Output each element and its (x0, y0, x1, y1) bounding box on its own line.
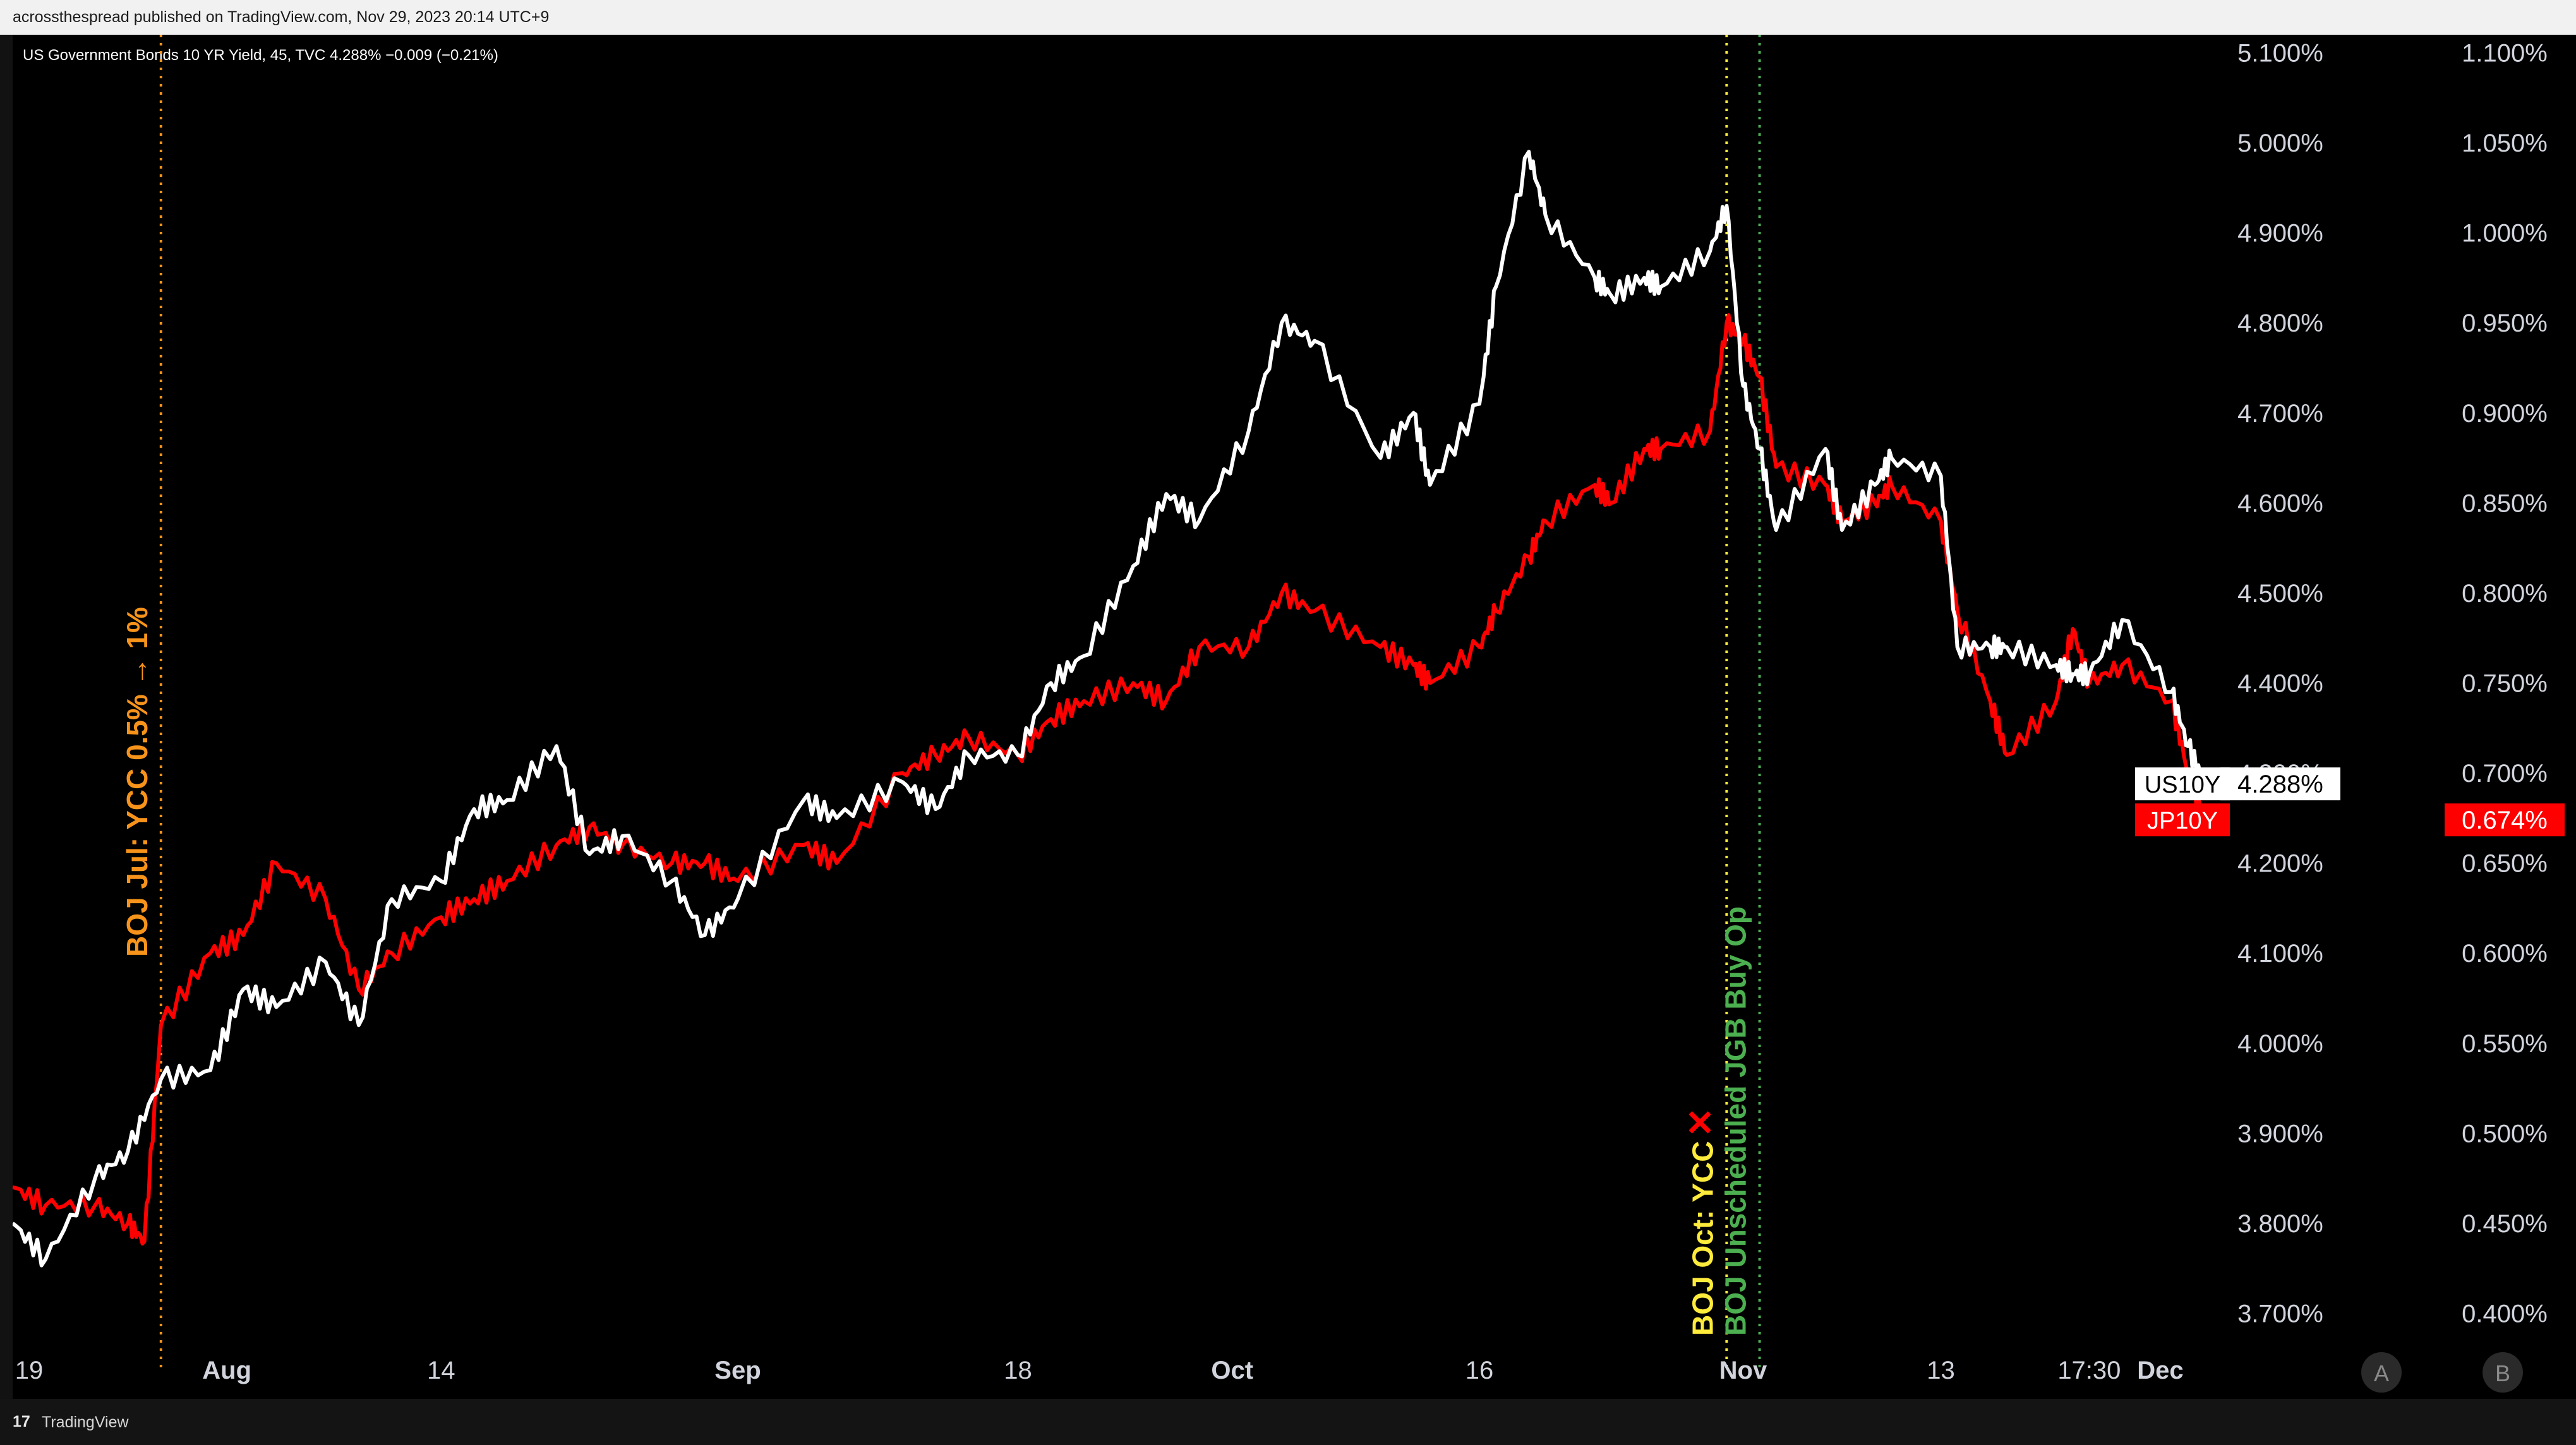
x-tick-label-1: Aug (202, 1357, 251, 1384)
us_yield-tick-label-14: 5.100% (2237, 40, 2323, 68)
scale-button-b-bg[interactable] (2483, 1352, 2523, 1393)
us_yield-tick-label-9: 4.600% (2237, 489, 2323, 517)
x-tick-label-0: 19 (15, 1357, 44, 1384)
us_yield-tick-label-4: 4.100% (2237, 940, 2323, 968)
jp_yield-tick-label-10: 0.900% (2462, 400, 2548, 428)
jp_yield-tick-label-7: 0.750% (2462, 669, 2548, 697)
jp_yield-tick-label-5: 0.650% (2462, 850, 2548, 878)
jp_yield-tick-label-0: 0.400% (2462, 1300, 2548, 1328)
series-line-us10y[interactable] (13, 150, 2206, 1268)
series-value-bg-jp10y (2445, 803, 2565, 837)
jp_yield-tick-label-9: 0.850% (2462, 489, 2548, 517)
series-tag-name-jp10y: JP10Y (2147, 808, 2218, 834)
scale-button-a[interactable]: A (2374, 1360, 2389, 1386)
series-value-label-jp10y: 0.674% (2462, 806, 2548, 834)
jp_yield-tick-label-14: 1.100% (2462, 40, 2548, 68)
jp_yield-tick-label-8: 0.800% (2462, 580, 2548, 608)
us_yield-tick-label-11: 4.800% (2237, 309, 2323, 337)
us_yield-tick-label-2: 3.900% (2237, 1120, 2323, 1148)
series-tag-bg-us10y (2135, 767, 2230, 801)
us_yield-tick-label-3: 4.000% (2237, 1030, 2323, 1058)
x-tick-label-7: Nov (1719, 1357, 1767, 1384)
jp_yield-tick-label-11: 0.950% (2462, 309, 2548, 337)
jp_yield-tick-label-1: 0.450% (2462, 1210, 2548, 1238)
jp_yield-tick-label-6: 0.700% (2462, 760, 2548, 788)
us_yield-tick-label-7: 4.400% (2237, 669, 2323, 697)
us_yield-tick-label-5: 4.200% (2237, 850, 2323, 878)
x-tick-label-10: Dec (2137, 1357, 2183, 1384)
us_yield-tick-label-8: 4.500% (2237, 580, 2323, 608)
us_yield-tick-label-12: 4.900% (2237, 220, 2323, 248)
us_yield-tick-label-1: 3.800% (2237, 1210, 2323, 1238)
annotation-label-0: BOJ Jul: YCC 0.5% → 1% (121, 607, 153, 957)
series-line-jp10y[interactable] (13, 313, 2206, 1246)
x-tick-label-8: 13 (1927, 1357, 1955, 1384)
chart-legend: US Government Bonds 10 YR Yield, 45, TVC… (23, 47, 498, 64)
x-tick-label-9: 17:30 (2057, 1357, 2121, 1384)
us_yield-tick-label-0: 3.700% (2237, 1300, 2323, 1328)
x-tick-label-3: Sep (714, 1357, 761, 1384)
series-tag-bg-jp10y (2135, 803, 2230, 837)
jp_yield-tick-label-2: 0.500% (2462, 1120, 2548, 1148)
x-tick-label-2: 14 (427, 1357, 455, 1384)
x-tick-label-4: 18 (1004, 1357, 1032, 1384)
jp_yield-tick-label-4: 0.600% (2462, 940, 2548, 968)
jp_yield-tick-label-12: 1.000% (2462, 220, 2548, 248)
us_yield-tick-label-13: 5.000% (2237, 129, 2323, 157)
jp_yield-tick-label-13: 1.050% (2462, 129, 2548, 157)
scale-button-b[interactable]: B (2495, 1360, 2510, 1386)
series-value-bg-us10y (2220, 767, 2340, 801)
tradingview-brand[interactable]: TradingView (42, 1413, 129, 1431)
x-tick-label-5: Oct (1211, 1357, 1253, 1384)
series-value-label-us10y: 4.288% (2237, 770, 2323, 798)
scale-button-a-bg[interactable] (2361, 1352, 2402, 1393)
chart-area[interactable]: US Government Bonds 10 YR Yield, 45, TVC… (13, 35, 2576, 1399)
annotation-label-2: BOJ Unscheduled JGB Buy Op (1719, 906, 1752, 1336)
publish-info: acrossthespread published on TradingView… (13, 8, 550, 26)
chart-svg[interactable]: US Government Bonds 10 YR Yield, 45, TVC… (13, 35, 2576, 1399)
jp_yield-tick-label-3: 0.550% (2462, 1030, 2548, 1058)
tradingview-logo-icon[interactable]: 17 (13, 1413, 30, 1430)
series-tag-name-us10y: US10Y (2145, 772, 2220, 798)
footer: 17 TradingView (0, 1399, 2576, 1445)
publish-header: acrossthespread published on TradingView… (0, 0, 2576, 35)
x-tick-label-6: 16 (1466, 1357, 1494, 1384)
us_yield-tick-label-10: 4.700% (2237, 400, 2323, 428)
annotation-label-1: BOJ Oct: YCC✕ (1680, 1108, 1720, 1336)
